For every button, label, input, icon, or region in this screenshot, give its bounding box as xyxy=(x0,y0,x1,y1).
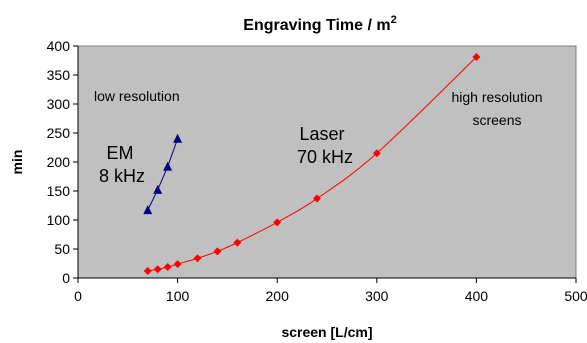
y-tick-label: 150 xyxy=(47,183,71,199)
y-tick-label: 50 xyxy=(54,241,70,257)
data-point-laser xyxy=(163,262,172,271)
x-tick-label: 100 xyxy=(166,288,190,304)
series-layer xyxy=(143,53,481,276)
data-point-em xyxy=(163,161,173,171)
y-axis-ticks: 0 50 100 150 200 250 300 350 400 xyxy=(47,38,78,286)
y-tick-label: 0 xyxy=(62,270,70,286)
y-tick-label: 350 xyxy=(47,67,71,83)
data-point-laser xyxy=(143,267,152,276)
annotation-em-line1: EM xyxy=(107,143,134,163)
data-point-em xyxy=(173,133,183,143)
chart-title: Engraving Time / m2 xyxy=(243,14,396,34)
x-axis-label: screen [L/cm] xyxy=(281,324,372,340)
data-point-laser xyxy=(153,265,162,274)
y-tick-label: 400 xyxy=(47,38,71,54)
data-point-laser xyxy=(372,149,381,158)
data-point-em xyxy=(153,184,163,194)
annotation-high-resolution-line2: screens xyxy=(472,112,521,128)
y-tick-label: 100 xyxy=(47,212,71,228)
y-tick-label: 300 xyxy=(47,96,71,112)
x-tick-label: 400 xyxy=(465,288,489,304)
data-point-laser xyxy=(472,53,481,62)
y-tick-label: 200 xyxy=(47,154,71,170)
annotation-em-line2: 8 kHz xyxy=(99,166,145,186)
plot-area xyxy=(77,45,577,279)
x-tick-label: 0 xyxy=(74,288,82,304)
y-axis-label: min xyxy=(9,150,25,175)
data-point-laser xyxy=(173,260,182,269)
data-point-laser xyxy=(213,247,222,256)
x-tick-label: 200 xyxy=(266,288,290,304)
y-tick-label: 250 xyxy=(47,125,71,141)
data-point-em xyxy=(143,205,153,215)
data-point-laser xyxy=(273,218,282,227)
annotation-high-resolution-line1: high resolution xyxy=(451,89,542,105)
x-tick-label: 300 xyxy=(365,288,389,304)
data-point-laser xyxy=(233,238,242,247)
x-tick-label: 500 xyxy=(564,288,587,304)
annotation-laser-line2: 70 kHz xyxy=(297,147,353,167)
chart-title-superscript: 2 xyxy=(391,14,397,26)
annotation-low-resolution: low resolution xyxy=(94,88,180,104)
chart-title-main: Engraving Time / m xyxy=(243,17,390,34)
annotation-laser-line1: Laser xyxy=(299,124,344,144)
data-point-laser xyxy=(313,194,322,203)
data-point-laser xyxy=(193,254,202,263)
series-line-em xyxy=(147,138,179,211)
x-axis-ticks: 0 100 200 300 400 500 xyxy=(74,278,587,304)
